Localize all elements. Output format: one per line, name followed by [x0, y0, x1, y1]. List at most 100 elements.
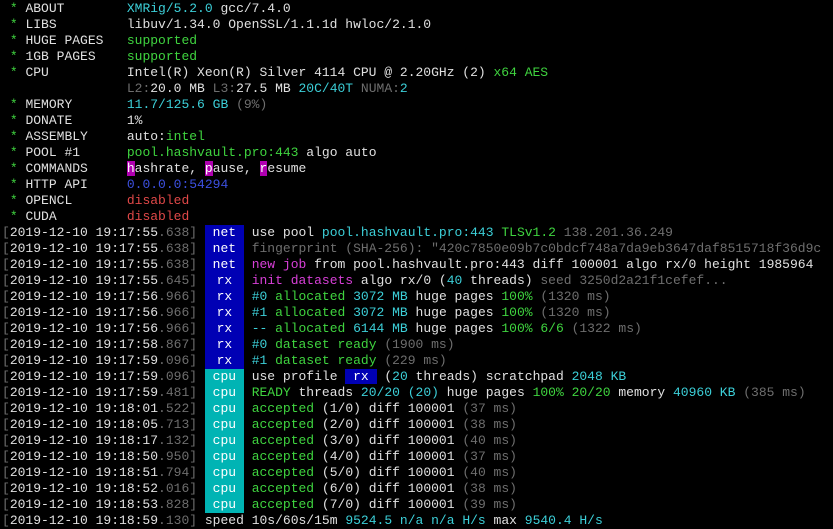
log-message: allocated [267, 289, 346, 304]
summary-value: supported [126, 33, 198, 48]
spacer [18, 129, 26, 144]
log-timestamp: 2019-12-10 19:18:51 [9, 465, 159, 480]
bracket: [ [2, 465, 10, 480]
log-milliseconds: .794 [158, 465, 190, 480]
log-line: [2019-12-10 19:18:01.522] cpu accepted (… [2, 401, 833, 417]
spacer [18, 33, 26, 48]
log-timestamp: 2019-12-10 19:18:52 [9, 481, 159, 496]
log-message: 40 [446, 273, 463, 288]
bracket: [ [2, 305, 10, 320]
spacer [244, 289, 252, 304]
summary-line: * LIBS libuv/1.34.0 OpenSSL/1.1.1d hwloc/… [2, 17, 833, 33]
log-message: huge pages [407, 321, 502, 336]
log-timestamp: 2019-12-10 19:17:59 [9, 369, 159, 384]
summary-value: intel [165, 129, 205, 144]
summary-value: L2: [126, 81, 151, 96]
bracket: [ [2, 321, 10, 336]
log-message: TLSv1.2 [493, 225, 556, 240]
log-message: (7/0) diff 100001 [314, 497, 455, 512]
log-milliseconds: .867 [158, 337, 190, 352]
log-message: (39 ms) [454, 497, 517, 512]
log-line: [2019-12-10 19:18:17.132] cpu accepted (… [2, 433, 833, 449]
spacer [244, 497, 252, 512]
spacer [244, 385, 252, 400]
log-message: (385 ms) [735, 385, 806, 400]
bracket: ] [189, 273, 205, 288]
bracket: [ [2, 385, 10, 400]
summary-label: DONATE [25, 113, 73, 128]
spacer [18, 65, 26, 80]
log-message: threads) [462, 273, 533, 288]
log-milliseconds: .966 [158, 289, 190, 304]
spacer [2, 33, 10, 48]
log-line: [2019-12-10 19:17:55.638] net fingerprin… [2, 241, 833, 257]
spacer [2, 97, 10, 112]
log-message: (37 ms) [454, 449, 517, 464]
log-message: 138.201.36.249 [555, 225, 673, 240]
spacer [2, 209, 10, 224]
log-timestamp: 2019-12-10 19:18:53 [9, 497, 159, 512]
log-message: 3072 MB [345, 305, 408, 320]
summary-value: 2 [399, 81, 408, 96]
summary-value: 11.7/125.6 GB [126, 97, 229, 112]
bullet-star-icon: * [9, 97, 18, 112]
bracket: [ [2, 369, 10, 384]
log-line: [2019-12-10 19:17:55.638] net use pool p… [2, 225, 833, 241]
spacer [2, 113, 10, 128]
log-timestamp: 2019-12-10 19:17:56 [9, 289, 159, 304]
log-line: [2019-12-10 19:17:56.966] rx #0 allocate… [2, 289, 833, 305]
bracket: ] [189, 465, 205, 480]
bracket: ] [189, 369, 205, 384]
bracket: ] [189, 321, 205, 336]
bracket: [ [2, 497, 10, 512]
spacer [2, 49, 10, 64]
log-message: accepted [251, 433, 315, 448]
bullet-star-icon: * [9, 17, 18, 32]
summary-value: p [204, 161, 213, 176]
summary-line: * MEMORY 11.7/125.6 GB (9%) [2, 97, 833, 113]
log-message: memory [610, 385, 673, 400]
bracket: [ [2, 353, 10, 368]
log-milliseconds: .481 [158, 385, 190, 400]
spacer [2, 81, 10, 96]
spacer [18, 17, 26, 32]
summary-value: auto: [126, 129, 166, 144]
log-timestamp: 2019-12-10 19:18:59 [9, 513, 159, 528]
bracket: ] [189, 433, 205, 448]
bracket: ] [189, 337, 205, 352]
summary-line: * HTTP API 0.0.0.0:54294 [2, 177, 833, 193]
log-timestamp: 2019-12-10 19:17:59 [9, 353, 159, 368]
log-message: -- [251, 321, 268, 336]
spacer [18, 49, 26, 64]
log-message: huge pages [407, 289, 502, 304]
log-message: (1/0) diff 100001 [314, 401, 455, 416]
log-line: [2019-12-10 19:18:51.794] cpu accepted (… [2, 465, 833, 481]
log-message: dataset ready [267, 337, 377, 352]
summary-line: L2:20.0 MB L3:27.5 MB 20C/40T NUMA:2 [2, 81, 833, 97]
summary-label: POOL #1 [25, 145, 81, 160]
summary-line: * HUGE PAGES supported [2, 33, 833, 49]
spacer [18, 81, 26, 96]
log-message: 40960 KB [673, 385, 736, 400]
summary-value: NUMA: [353, 81, 400, 96]
summary-line: * CUDA disabled [2, 209, 833, 225]
log-timestamp: 2019-12-10 19:18:50 [9, 449, 159, 464]
log-timestamp: 2019-12-10 19:17:55 [9, 225, 159, 240]
log-message: (37 ms) [454, 401, 517, 416]
log-message: (40 ms) [454, 433, 517, 448]
summary-value: gcc/7.4.0 [212, 1, 291, 16]
log-message: 9540.4 H/s [524, 513, 603, 528]
log-milliseconds: .638 [158, 241, 190, 256]
log-tag-badge: net [204, 225, 244, 241]
log-timestamp: 2019-12-10 19:17:55 [9, 257, 159, 272]
log-message: 2048 KB [571, 369, 627, 384]
log-message: (5/0) diff 100001 [314, 465, 455, 480]
summary-value: libuv/1.34.0 OpenSSL/1.1.1d hwloc/2.1.0 [126, 17, 432, 32]
bracket: [ [2, 433, 10, 448]
log-line: [2019-12-10 19:18:50.950] cpu accepted (… [2, 449, 833, 465]
log-message: (1900 ms) [376, 337, 455, 352]
log-message: 9524.5 n/a n/a H/s [345, 513, 486, 528]
log-timestamp: 2019-12-10 19:18:17 [9, 433, 159, 448]
log-message: dataset ready [267, 353, 377, 368]
